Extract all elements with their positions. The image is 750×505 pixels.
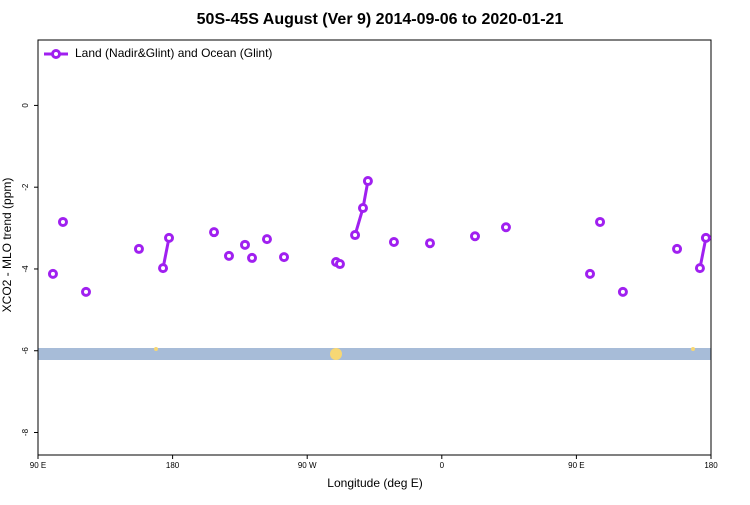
x-tick-label: 90 E (30, 461, 46, 470)
x-axis-label: Longitude (deg E) (327, 476, 422, 490)
point (362, 176, 373, 187)
point (261, 234, 272, 245)
x-tick-label: 0 (440, 461, 445, 470)
plot-frame (37, 39, 712, 456)
point (424, 238, 435, 249)
point (672, 243, 683, 254)
point (595, 216, 606, 227)
map-feature (330, 348, 342, 360)
point (164, 232, 175, 243)
point (239, 239, 250, 250)
point (357, 203, 368, 214)
x-tick-label: 180 (166, 461, 180, 470)
x-tick-label: 90 W (298, 461, 317, 470)
y-axis-label: XCO2 - MLO trend (ppm) (0, 178, 14, 313)
point (585, 268, 596, 279)
chart-title: 50S-45S August (Ver 9) 2014-09-06 to 202… (197, 11, 564, 28)
point (223, 250, 234, 261)
point (700, 232, 711, 243)
y-tick-label: -2 (21, 183, 30, 191)
point (133, 243, 144, 254)
point (500, 222, 511, 233)
point (334, 259, 345, 270)
series-line (161, 180, 708, 269)
map-feature (691, 347, 695, 351)
point (57, 216, 68, 227)
point (209, 227, 220, 238)
legend-marker (51, 49, 61, 59)
y-tick-label: -6 (21, 347, 30, 355)
point (279, 252, 290, 263)
point (617, 286, 628, 297)
y-tick-label: 0 (21, 103, 30, 108)
point (47, 268, 58, 279)
point (350, 230, 361, 241)
point (158, 263, 169, 274)
point (81, 286, 92, 297)
point (694, 263, 705, 274)
y-tick-label: -4 (21, 265, 30, 273)
point (247, 252, 258, 263)
y-tick-label: -8 (21, 428, 30, 436)
map-feature (154, 347, 158, 351)
point (388, 236, 399, 247)
legend-label: Land (Nadir&Glint) and Ocean (Glint) (75, 46, 272, 60)
point (470, 231, 481, 242)
x-tick-label: 90 E (568, 461, 584, 470)
map-band (38, 348, 711, 360)
x-tick-label: 180 (704, 461, 718, 470)
